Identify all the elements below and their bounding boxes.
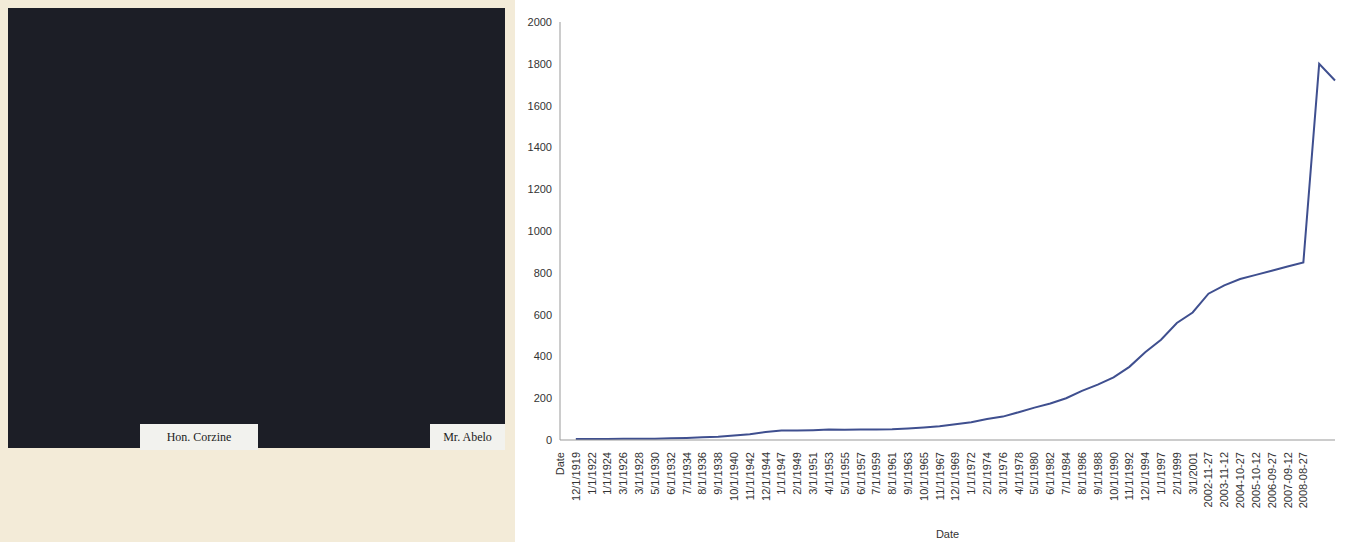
svg-text:1/1/1947: 1/1/1947 [775, 452, 787, 495]
svg-text:200: 200 [534, 392, 552, 404]
svg-text:1000: 1000 [528, 225, 552, 237]
svg-text:2008-08-27: 2008-08-27 [1297, 452, 1309, 508]
svg-text:1200: 1200 [528, 183, 552, 195]
svg-text:3/1/1976: 3/1/1976 [997, 452, 1009, 495]
html-text:Mr. Abelo: Mr. Abelo [443, 429, 492, 444]
svg-text:11/1/1942: 11/1/1942 [744, 452, 756, 500]
svg-text:1/1/1997: 1/1/1997 [1155, 452, 1167, 495]
svg-text:10/1/1940: 10/1/1940 [728, 452, 740, 501]
svg-text:9/1/1963: 9/1/1963 [902, 452, 914, 495]
svg-text:8/1/1936: 8/1/1936 [696, 452, 708, 495]
svg-text:3/1/1926: 3/1/1926 [617, 452, 629, 495]
svg-text:2006-09-27: 2006-09-27 [1266, 452, 1278, 508]
svg-text:0: 0 [546, 434, 552, 446]
svg-text:Date: Date [554, 452, 566, 475]
svg-text:Date: Date [936, 528, 959, 540]
svg-text:1600: 1600 [528, 100, 552, 112]
svg-text:4/1/1953: 4/1/1953 [823, 452, 835, 495]
svg-text:11/1/1967: 11/1/1967 [934, 452, 946, 500]
svg-text:5/1/1955: 5/1/1955 [839, 452, 851, 495]
svg-text:2005-10-12: 2005-10-12 [1250, 452, 1262, 508]
svg-text:1800: 1800 [528, 58, 552, 70]
svg-text:600: 600 [534, 309, 552, 321]
html-text:Hon. Corzine: Hon. Corzine [166, 429, 232, 444]
svg-text:1/1/1972: 1/1/1972 [965, 452, 977, 495]
svg-text:1400: 1400 [528, 141, 552, 153]
svg-text:7/1/1984: 7/1/1984 [1060, 452, 1072, 495]
svg-text:7/1/1959: 7/1/1959 [870, 452, 882, 495]
svg-text:6/1/1982: 6/1/1982 [1044, 452, 1056, 495]
svg-text:2/1/1999: 2/1/1999 [1171, 452, 1183, 495]
svg-text:6/1/1932: 6/1/1932 [665, 452, 677, 495]
svg-text:12/1/1919: 12/1/1919 [570, 452, 582, 501]
svg-text:2002-11-27: 2002-11-27 [1202, 452, 1214, 507]
svg-text:4/1/1978: 4/1/1978 [1013, 452, 1025, 495]
svg-text:1/1/1922: 1/1/1922 [586, 452, 598, 495]
svg-text:2003-11-12: 2003-11-12 [1218, 452, 1230, 507]
svg-text:3/1/1928: 3/1/1928 [633, 452, 645, 495]
svg-text:12/1/1994: 12/1/1994 [1139, 452, 1151, 501]
svg-text:3/1/1951: 3/1/1951 [807, 452, 819, 495]
svg-text:10/1/1990: 10/1/1990 [1108, 452, 1120, 501]
svg-text:2007-09-12: 2007-09-12 [1282, 452, 1294, 508]
svg-text:9/1/1938: 9/1/1938 [712, 452, 724, 495]
svg-text:6/1/1957: 6/1/1957 [855, 452, 867, 495]
svg-text:8/1/1986: 8/1/1986 [1076, 452, 1088, 495]
svg-text:400: 400 [534, 350, 552, 362]
svg-text:3/1/2001: 3/1/2001 [1187, 452, 1199, 495]
svg-text:5/1/1930: 5/1/1930 [649, 452, 661, 495]
svg-text:800: 800 [534, 267, 552, 279]
svg-text:10/1/1965: 10/1/1965 [918, 452, 930, 501]
svg-text:1/1/1924: 1/1/1924 [601, 452, 613, 495]
svg-text:2/1/1949: 2/1/1949 [791, 452, 803, 495]
svg-text:5/1/1980: 5/1/1980 [1028, 452, 1040, 495]
svg-text:2/1/1974: 2/1/1974 [981, 452, 993, 495]
svg-text:7/1/1934: 7/1/1934 [681, 452, 693, 495]
svg-text:9/1/1988: 9/1/1988 [1092, 452, 1104, 495]
svg-text:11/1/1992: 11/1/1992 [1123, 452, 1135, 500]
svg-text:12/1/1944: 12/1/1944 [760, 452, 772, 501]
svg-text:2000: 2000 [528, 16, 552, 28]
svg-text:2004-10-27: 2004-10-27 [1234, 452, 1246, 508]
svg-text:12/1/1969: 12/1/1969 [949, 452, 961, 501]
svg-text:8/1/1961: 8/1/1961 [886, 452, 898, 495]
